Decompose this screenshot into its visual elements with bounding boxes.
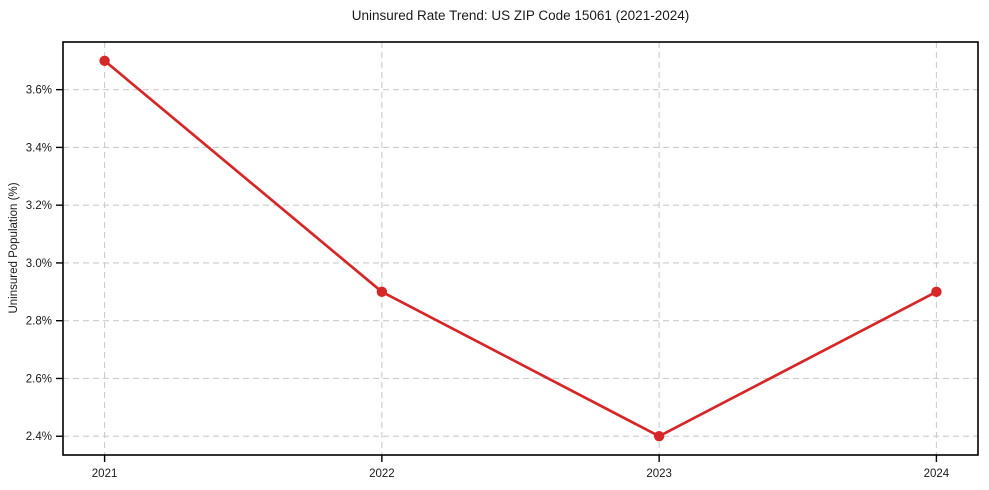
x-tick-label: 2022 — [369, 468, 395, 480]
data-point — [653, 431, 665, 442]
data-point — [931, 286, 942, 298]
x-tick-label: 2023 — [646, 468, 672, 480]
chart-title: Uninsured Rate Trend: US ZIP Code 15061 … — [351, 8, 690, 23]
x-tick-label: 2024 — [924, 468, 950, 480]
x-tick-label: 2021 — [92, 468, 118, 480]
plot-border — [62, 41, 979, 456]
data-point — [376, 286, 388, 298]
data-point — [99, 55, 110, 66]
y-tick-label: 3.4% — [26, 142, 52, 154]
y-tick-label: 2.4% — [26, 431, 52, 443]
y-tick-label: 3.0% — [26, 258, 52, 270]
data-line — [103, 59, 938, 438]
y-tick-label: 3.6% — [26, 85, 52, 97]
y-tick-label: 2.8% — [26, 316, 52, 328]
y-tick-label: 3.2% — [26, 200, 52, 212]
y-tick-label: 2.6% — [26, 373, 52, 385]
